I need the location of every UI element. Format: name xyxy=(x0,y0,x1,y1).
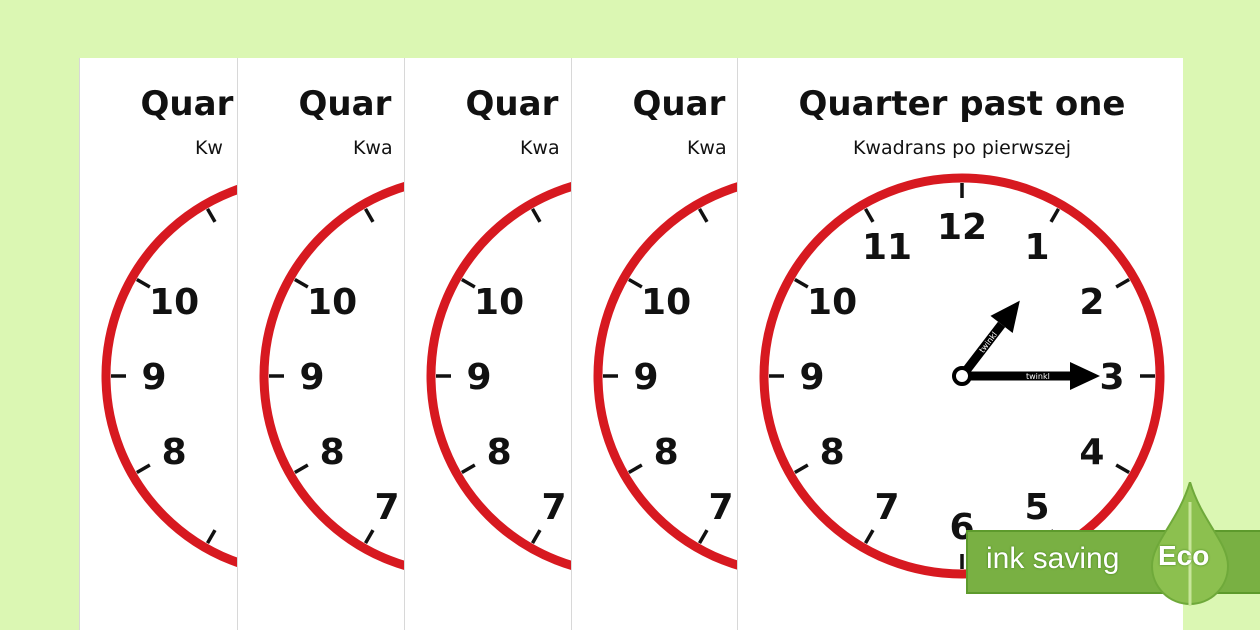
clock-tick xyxy=(205,207,217,223)
clock-number: 4 xyxy=(1079,432,1104,473)
clock-tick xyxy=(627,277,643,289)
page-title: Quarter past one xyxy=(799,84,1126,124)
page-edge xyxy=(79,58,80,630)
clock-tick xyxy=(1115,463,1131,475)
clock-tick xyxy=(460,277,476,289)
hand-brand-label: twinkl xyxy=(1026,372,1050,381)
clock-number: 7 xyxy=(374,487,399,528)
clock-number: 9 xyxy=(799,357,824,398)
clock-number: 9 xyxy=(466,357,491,398)
clock-number: 8 xyxy=(654,432,679,473)
eco-label: Eco xyxy=(1158,540,1210,571)
clock-number: 5 xyxy=(1024,487,1049,528)
page-title: Quar xyxy=(466,84,559,124)
clock-tick xyxy=(793,463,809,475)
clock-number: 2 xyxy=(1079,282,1104,323)
clock-tick xyxy=(627,463,643,475)
clock-tick xyxy=(1115,277,1131,289)
page-title: Quar xyxy=(141,84,234,124)
clock-number: 8 xyxy=(487,432,512,473)
page-edge xyxy=(404,58,405,630)
clock-number: 9 xyxy=(141,357,166,398)
clock-number: 10 xyxy=(807,282,857,323)
clock-number: 3 xyxy=(1099,357,1124,398)
page-edge xyxy=(571,58,572,630)
clock-number: 10 xyxy=(474,282,524,323)
clock-tick xyxy=(135,277,151,289)
clock-number: 12 xyxy=(937,207,987,248)
clock-number: 10 xyxy=(307,282,357,323)
page-subtitle: Kwa xyxy=(353,137,393,159)
clock-tick xyxy=(205,529,217,545)
clock-tick xyxy=(363,529,375,545)
clock-number: 7 xyxy=(708,487,733,528)
hand-arrowhead xyxy=(990,300,1020,333)
clock-tick xyxy=(530,529,542,545)
minute-hand: twinkl xyxy=(962,362,1100,390)
clock-tick xyxy=(863,529,875,545)
clock-number: 8 xyxy=(820,432,845,473)
clock-number: 9 xyxy=(633,357,658,398)
clock-tick xyxy=(460,463,476,475)
clock-number: 11 xyxy=(862,227,912,268)
clock-number: 9 xyxy=(299,357,324,398)
page-subtitle: Kwadrans po pierwszej xyxy=(853,137,1071,159)
clock-number: 7 xyxy=(874,487,899,528)
clock-tick xyxy=(863,207,875,223)
page-title: Quar xyxy=(299,84,392,124)
hand-arrowhead xyxy=(1070,362,1100,390)
clock-tick xyxy=(697,529,709,545)
clock-tick xyxy=(530,207,542,223)
page-edge xyxy=(737,58,738,630)
clock-tick xyxy=(293,463,309,475)
clock-number: 10 xyxy=(641,282,691,323)
page-subtitle: Kwa xyxy=(687,137,727,159)
ink-saving-text: ink saving xyxy=(986,542,1120,575)
clock-tick xyxy=(697,207,709,223)
clock-number: 1 xyxy=(1024,227,1049,268)
page-title: Quar xyxy=(633,84,726,124)
clock-tick xyxy=(293,277,309,289)
page-edge xyxy=(237,58,238,630)
clock-number: 10 xyxy=(149,282,199,323)
clock-tick xyxy=(793,277,809,289)
page-subtitle: Kwa xyxy=(520,137,560,159)
clock-tick xyxy=(1049,207,1061,223)
page-subtitle: Kw xyxy=(195,137,223,159)
hand-shaft xyxy=(958,321,1006,379)
clock-number: 7 xyxy=(541,487,566,528)
clock-center-pin xyxy=(952,366,972,386)
clock-number: 8 xyxy=(162,432,187,473)
clock-tick xyxy=(363,207,375,223)
clock-tick xyxy=(135,463,151,475)
worksheet-page: Quarter past one Kwadrans po pierwszej 12 1… xyxy=(737,58,1183,630)
eco-drop-icon xyxy=(1150,482,1230,606)
clock-number: 8 xyxy=(320,432,345,473)
